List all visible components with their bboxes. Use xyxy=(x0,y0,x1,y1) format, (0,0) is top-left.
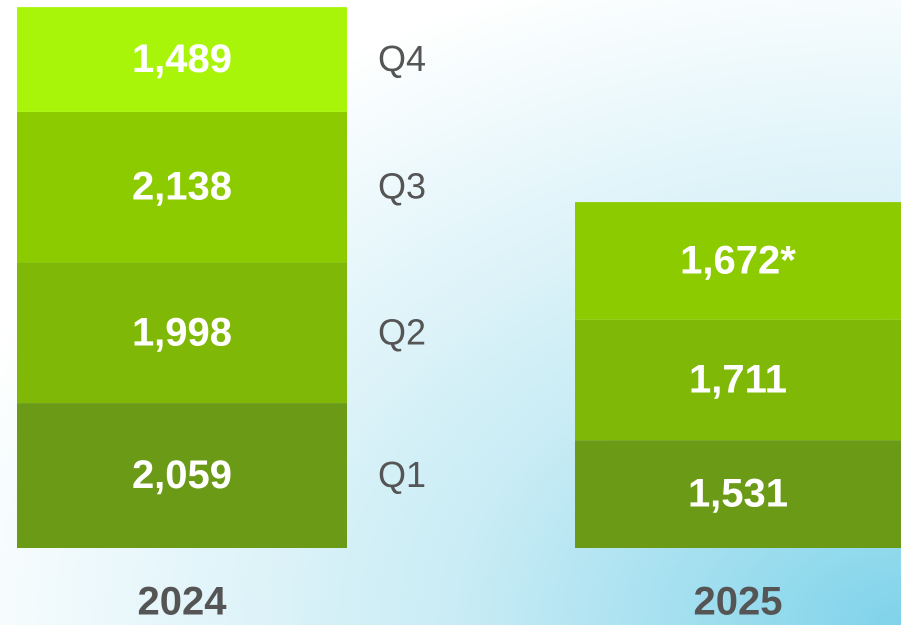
value-label: 1,672* xyxy=(680,239,796,283)
value-label: 1,489 xyxy=(132,37,232,81)
series-label: Q1 xyxy=(378,454,426,495)
bar-segment xyxy=(575,202,901,320)
bar-segment xyxy=(575,440,901,548)
series-label: Q4 xyxy=(378,38,426,79)
series-label: Q3 xyxy=(378,166,426,207)
category-label: 2024 xyxy=(138,580,228,624)
bar-segment xyxy=(17,403,347,548)
category-label: 2025 xyxy=(694,580,783,624)
bar-segment xyxy=(17,7,347,112)
value-label: 1,711 xyxy=(689,358,787,402)
value-label: 2,059 xyxy=(132,453,232,497)
value-label: 1,998 xyxy=(132,310,232,354)
value-label: 2,138 xyxy=(132,165,232,209)
bar-segment xyxy=(17,111,347,263)
bar-segment xyxy=(575,319,901,441)
bar-segment xyxy=(17,262,347,404)
series-label: Q2 xyxy=(378,311,426,352)
value-label: 1,531 xyxy=(688,472,788,516)
